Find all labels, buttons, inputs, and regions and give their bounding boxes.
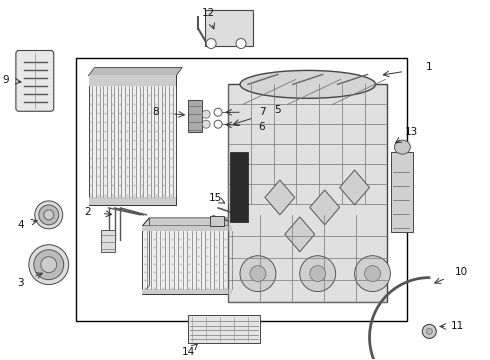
Text: 11: 11 bbox=[450, 321, 464, 332]
Circle shape bbox=[300, 256, 336, 292]
Text: 14: 14 bbox=[182, 347, 195, 357]
Circle shape bbox=[250, 266, 266, 282]
Circle shape bbox=[35, 201, 63, 229]
Circle shape bbox=[236, 39, 246, 49]
Bar bbox=[230, 152, 248, 222]
Bar bbox=[205, 10, 253, 45]
Text: 13: 13 bbox=[405, 127, 418, 137]
Ellipse shape bbox=[240, 71, 375, 98]
Ellipse shape bbox=[394, 140, 410, 154]
Bar bbox=[188, 100, 202, 132]
Bar bbox=[89, 75, 176, 205]
Text: 10: 10 bbox=[455, 267, 468, 276]
Bar bbox=[89, 197, 176, 205]
Polygon shape bbox=[285, 217, 315, 252]
Circle shape bbox=[365, 266, 380, 282]
Bar bbox=[210, 216, 224, 226]
Polygon shape bbox=[265, 180, 295, 215]
Text: 3: 3 bbox=[18, 278, 24, 288]
Bar bbox=[228, 84, 388, 302]
Text: 8: 8 bbox=[152, 107, 159, 117]
Circle shape bbox=[44, 210, 54, 220]
Circle shape bbox=[214, 108, 222, 116]
Bar bbox=[89, 75, 176, 86]
Text: 12: 12 bbox=[201, 8, 215, 18]
Bar bbox=[143, 226, 232, 231]
Bar bbox=[143, 226, 232, 293]
FancyBboxPatch shape bbox=[16, 50, 54, 111]
Circle shape bbox=[29, 245, 69, 285]
Text: 15: 15 bbox=[208, 193, 222, 203]
Text: 4: 4 bbox=[18, 220, 24, 230]
Polygon shape bbox=[310, 190, 340, 225]
Polygon shape bbox=[143, 218, 149, 293]
Circle shape bbox=[355, 256, 391, 292]
Bar bbox=[392, 152, 414, 232]
Text: 9: 9 bbox=[2, 75, 9, 85]
Circle shape bbox=[41, 257, 57, 273]
Circle shape bbox=[202, 120, 210, 128]
Bar bbox=[188, 315, 260, 343]
Bar bbox=[75, 58, 407, 321]
Text: 1: 1 bbox=[426, 62, 433, 72]
Circle shape bbox=[310, 266, 326, 282]
Polygon shape bbox=[340, 170, 369, 205]
Polygon shape bbox=[143, 218, 239, 226]
Circle shape bbox=[426, 328, 432, 334]
Bar bbox=[143, 289, 232, 293]
Polygon shape bbox=[89, 67, 182, 75]
Circle shape bbox=[202, 110, 210, 118]
Circle shape bbox=[214, 120, 222, 128]
Circle shape bbox=[240, 256, 276, 292]
Text: 7: 7 bbox=[259, 107, 265, 117]
Text: 6: 6 bbox=[259, 122, 265, 132]
Circle shape bbox=[34, 250, 64, 280]
Text: 5: 5 bbox=[274, 105, 281, 115]
Circle shape bbox=[206, 39, 216, 49]
Circle shape bbox=[422, 324, 436, 338]
Circle shape bbox=[39, 205, 59, 225]
Bar bbox=[100, 230, 115, 252]
Text: 2: 2 bbox=[84, 207, 91, 217]
